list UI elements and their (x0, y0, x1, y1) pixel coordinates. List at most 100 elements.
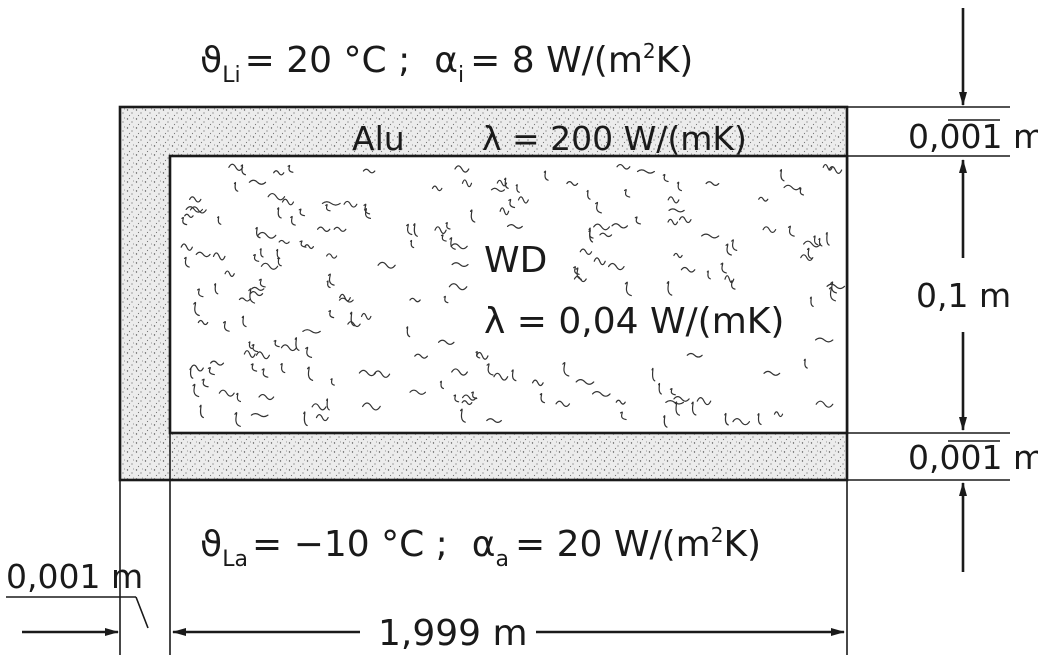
insulation-squiggle (333, 226, 347, 232)
insulation-squiggle (593, 223, 610, 231)
insulation-squiggle (830, 281, 837, 294)
insulation-squiggle (724, 412, 729, 426)
insulation-squiggle (192, 383, 200, 398)
insulation-squiggle (253, 253, 260, 262)
insulation-squiggle (506, 224, 523, 229)
insulation-squiggle (255, 351, 270, 360)
insulation-squiggle (190, 364, 204, 372)
insulation-squiggle (667, 196, 680, 204)
insulation-squiggle (686, 352, 703, 358)
alpha-exponent: 2 (711, 523, 724, 547)
insulation-squiggle (238, 297, 251, 302)
insulation-squiggle (496, 179, 508, 187)
insulation-squiggle (347, 321, 361, 328)
alpha-symbol: α (472, 524, 496, 565)
insulation-squiggle (461, 400, 473, 406)
insulation-squiggle (732, 418, 751, 426)
insulation-squiggle (273, 339, 280, 348)
insulation-squiggle (431, 185, 443, 192)
insulation-squiggle (803, 240, 822, 248)
insulation-squiggle (377, 261, 396, 269)
insulation-squiggle (330, 378, 335, 386)
insulation-squiggle (280, 363, 286, 374)
insulation-squiggle (260, 262, 279, 270)
alpha-subscript: a (496, 547, 509, 572)
insulation-squiggle (730, 280, 736, 290)
insulation-squiggle (373, 370, 391, 378)
insulation-name-label: WD (484, 240, 547, 281)
insulation-squiggle (448, 283, 468, 291)
insulation-squiggle (326, 398, 330, 411)
insulation-squiggle (287, 164, 294, 173)
insulation-squiggle (666, 281, 673, 296)
insulation-squiggle (453, 394, 460, 403)
insulation-squiggle (678, 216, 692, 224)
insulation-squiggle (757, 413, 762, 426)
insulation-squiggle (302, 329, 321, 334)
insulation-squiggle (575, 379, 595, 385)
insulation-squiggle (475, 351, 489, 360)
insulation-squiggle (440, 234, 447, 242)
insulation-squiggle (701, 233, 720, 239)
insulation-squiggle (673, 396, 690, 402)
insulation-squiggle (460, 408, 466, 423)
insulation-squiggle (779, 169, 785, 182)
insulation-squiggle (321, 201, 341, 206)
insulation-squiggle (669, 387, 676, 396)
insulation-squiggle (315, 414, 329, 422)
insulation-squiggle (349, 311, 355, 327)
insulation-squiggle (668, 208, 685, 213)
insulation-squiggle (762, 226, 777, 233)
insulation-squiggle (305, 346, 313, 358)
insulation-squiggle (586, 190, 591, 200)
theta-value: = −10 °C ; (252, 524, 448, 565)
insulation-squiggle (278, 239, 290, 245)
insulation-squiggle (193, 301, 200, 317)
insulation-squiggle (257, 231, 277, 239)
insulation-squiggle (248, 341, 253, 350)
insulation-squiggle (758, 196, 769, 202)
theta-subscript: La (222, 547, 248, 572)
insulation-squiggle (673, 252, 683, 259)
insulation-squiggle (250, 413, 269, 418)
insulation-squiggle (616, 163, 631, 170)
insulation-squiggle (294, 337, 300, 351)
insulation-squiggle (184, 256, 190, 268)
insulation-squiggle (799, 187, 805, 196)
insulation-squiggle (406, 223, 413, 236)
dim-label-bottom-alu: 0,001 m (908, 438, 1038, 477)
insulation-squiggle (449, 237, 456, 250)
alpha-unit-tail: K) (723, 524, 761, 565)
insulation-squiggle (362, 402, 381, 411)
insulation-squiggle (813, 235, 819, 246)
insulation-squiggle (339, 293, 351, 302)
insulation-squiggle (233, 182, 239, 192)
insulation-squiggle (273, 170, 285, 176)
insulation-squiggle (413, 223, 418, 237)
insulation-squiggle (434, 226, 447, 235)
insulation-squiggle (197, 319, 209, 326)
insulation-squiggle (809, 296, 814, 308)
insulation-lambda-label: λ = 0,04 W/(mK) (484, 301, 784, 342)
insulation-squiggle (696, 397, 712, 406)
insulation-squiggle (280, 344, 298, 352)
insulation-squiggle (651, 367, 656, 382)
insulation-squiggle (461, 394, 477, 401)
alu-lambda-label: λ = 200 W/(mK) (482, 119, 747, 158)
insulation-squiggle (439, 380, 444, 390)
insulation-squiggle (218, 389, 235, 397)
insulation-squiggle (783, 184, 801, 191)
insulation-squiggle (634, 216, 642, 225)
insulation-squiggle (579, 248, 593, 255)
insulation-squiggle (362, 168, 376, 174)
insulation-squiggle (454, 165, 470, 173)
theta-symbol: ϑ (200, 40, 222, 81)
insulation-squiggle (475, 350, 481, 359)
insulation-squiggle (828, 286, 836, 302)
insulation-squiggle (662, 173, 669, 183)
insulation-squiggle (212, 252, 226, 261)
insulation-squiggle (180, 243, 193, 251)
insulation-squiggle (326, 253, 338, 259)
insulation-squiggle (258, 393, 275, 401)
dim-label-insulation: 0,1 m (916, 276, 1011, 315)
